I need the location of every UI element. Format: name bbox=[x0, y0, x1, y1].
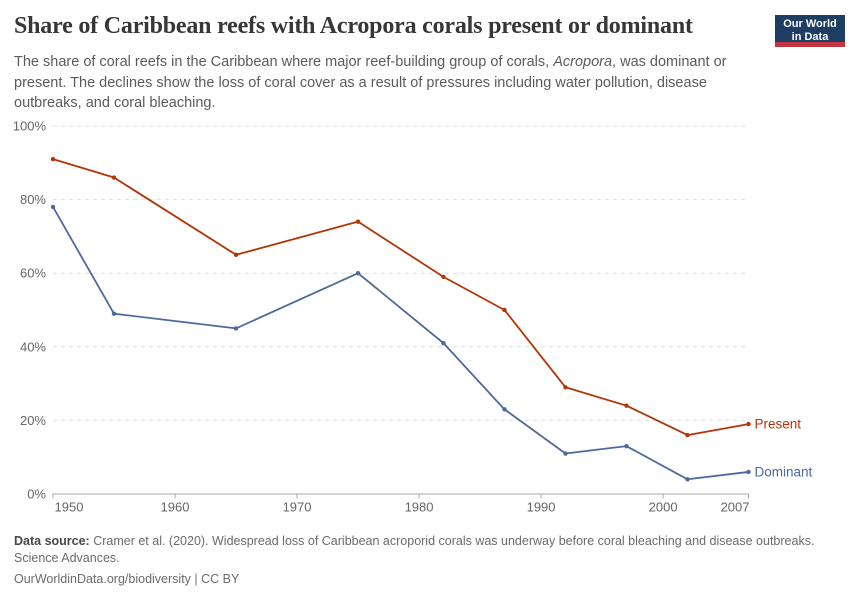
data-point-present-1965 bbox=[233, 252, 239, 257]
x-tick-label-1990: 1990 bbox=[527, 500, 556, 515]
series-group bbox=[50, 156, 751, 482]
series-label-present[interactable]: Present bbox=[755, 417, 802, 432]
data-point-present-1992 bbox=[563, 385, 568, 390]
data-point-dominant-1950 bbox=[50, 204, 56, 210]
series-line-present bbox=[52, 158, 750, 437]
chart-subtitle: The share of coral reefs in the Caribbea… bbox=[14, 52, 774, 114]
x-tick-label-1980: 1980 bbox=[405, 500, 434, 515]
owid-logo-text-line1: Our World bbox=[783, 18, 837, 30]
owid-url-link[interactable]: OurWorldinData.org/biodiversity bbox=[14, 572, 191, 586]
data-point-present-1997 bbox=[624, 403, 629, 408]
data-point-dominant-1965 bbox=[233, 326, 239, 331]
data-source-text: Cramer et al. (2020). Widespread loss of… bbox=[14, 534, 815, 565]
x-tick-label-1960: 1960 bbox=[161, 500, 190, 515]
data-point-dominant-1955 bbox=[111, 311, 117, 316]
owid-logo-text-line2: in Data bbox=[791, 31, 829, 43]
y-axis-labels-group: 0% 20% 40% 60% 80% 100% bbox=[13, 119, 47, 502]
series-line-dominant bbox=[52, 206, 750, 481]
subtitle-italic-term: Acropora bbox=[553, 54, 613, 70]
data-point-dominant-1982 bbox=[441, 340, 446, 346]
x-tick-label-2007: 2007 bbox=[721, 500, 750, 515]
data-point-present-1975 bbox=[355, 219, 361, 224]
data-source-note: Data source: Cramer et al. (2020). Wides… bbox=[14, 533, 842, 567]
x-tick-label-2000: 2000 bbox=[649, 500, 678, 515]
footer-links: OurWorldinData.org/biodiversity | CC BY bbox=[14, 571, 842, 588]
data-point-dominant-2002 bbox=[685, 477, 690, 482]
data-point-present-1950 bbox=[50, 156, 56, 162]
x-axis-group: 1950 1960 1970 1980 1990 2000 2007 bbox=[52, 493, 750, 515]
data-point-dominant-1997 bbox=[624, 443, 629, 449]
y-tick-label-20: 20% bbox=[20, 413, 46, 428]
y-tick-label-40: 40% bbox=[20, 339, 46, 354]
data-point-present-1955 bbox=[111, 175, 117, 180]
data-point-dominant-2007 bbox=[746, 469, 751, 475]
y-tick-label-0: 0% bbox=[27, 487, 46, 502]
data-point-dominant-1992 bbox=[563, 451, 568, 456]
data-source-label: Data source: bbox=[14, 534, 90, 548]
data-point-dominant-1987 bbox=[502, 407, 507, 412]
subtitle-text: The share of coral reefs in the Caribbea… bbox=[14, 54, 554, 70]
data-point-present-2007 bbox=[746, 421, 751, 427]
series-label-dominant[interactable]: Dominant bbox=[755, 464, 813, 479]
x-tick-label-1950: 1950 bbox=[55, 500, 84, 515]
y-tick-label-80: 80% bbox=[20, 192, 46, 207]
owid-logo[interactable]: Our World in Data bbox=[775, 15, 845, 47]
y-tick-label-100: 100% bbox=[13, 119, 47, 134]
gridlines-group bbox=[53, 125, 746, 421]
data-point-present-2002 bbox=[685, 432, 690, 438]
data-point-present-1987 bbox=[502, 307, 507, 313]
y-tick-label-60: 60% bbox=[20, 266, 46, 281]
chart-title: Share of Caribbean reefs with Acropora c… bbox=[14, 13, 693, 39]
footer-separator: | bbox=[190, 572, 202, 586]
data-point-dominant-1975 bbox=[355, 271, 361, 276]
series-labels-group: Present Dominant bbox=[755, 417, 813, 480]
license-link[interactable]: CC BY bbox=[201, 572, 240, 586]
data-point-present-1982 bbox=[441, 274, 446, 280]
subtitle-text-rest: , was dominant or present. The declines … bbox=[14, 54, 727, 111]
x-tick-label-1970: 1970 bbox=[283, 500, 312, 515]
chart-footer: Data source: Cramer et al. (2020). Wides… bbox=[14, 533, 842, 588]
